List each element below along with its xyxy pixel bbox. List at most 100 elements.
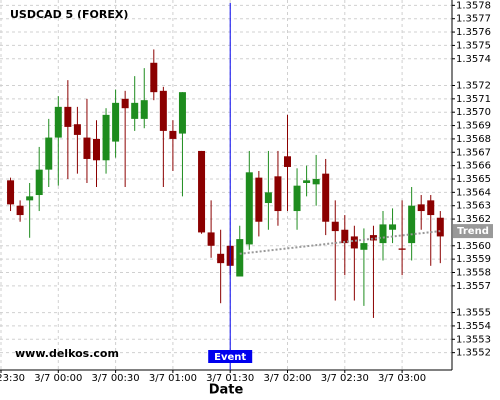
y-tick-label: 1.3552: [456, 348, 491, 359]
y-tick-label: 1.3577: [456, 14, 491, 25]
candle-body: [112, 102, 120, 142]
event-tag: [208, 350, 253, 363]
candle-body: [7, 180, 15, 205]
candle: [331, 200, 339, 301]
candle: [169, 120, 177, 171]
x-tick-label: 3/7 03:00: [378, 373, 426, 384]
candle-body: [274, 176, 282, 212]
candle: [293, 168, 301, 230]
y-tick-label: 1.3562: [456, 214, 491, 225]
y-tick-label: 1.3555: [456, 308, 491, 319]
candle: [83, 98, 91, 183]
y-tick-label: 1.3569: [456, 121, 491, 132]
candle: [408, 187, 416, 261]
y-tick-label: 1.3570: [456, 107, 491, 118]
trend-label: Trend: [457, 226, 489, 237]
candle: [322, 158, 330, 236]
y-tick-label: 1.3553: [456, 334, 491, 345]
y-tick-label: 1.3572: [456, 80, 491, 91]
candle-body: [140, 100, 148, 119]
candle: [16, 200, 24, 222]
candle-body: [293, 185, 301, 212]
candle-body: [102, 114, 110, 161]
candle: [207, 200, 215, 258]
candle: [341, 215, 349, 276]
candle: [255, 170, 263, 237]
candle-body: [331, 221, 339, 232]
y-tick-label: 1.3559: [456, 254, 491, 265]
candle-body: [398, 248, 406, 250]
candle: [284, 114, 291, 212]
candle-body: [207, 232, 215, 246]
y-tick-label: 1.3563: [456, 201, 491, 212]
candle-body: [35, 169, 43, 196]
y-tick-label: 1.3564: [456, 187, 491, 198]
candle-body: [236, 239, 244, 277]
y-tick-label: 1.3558: [456, 267, 491, 278]
candle: [45, 118, 53, 188]
candle-body: [121, 98, 129, 109]
trend-line: [239, 230, 441, 255]
candle: [121, 90, 129, 188]
candle: [436, 211, 444, 264]
candle-body: [150, 62, 158, 93]
candle: [26, 182, 34, 238]
candle-body: [45, 137, 53, 170]
candle-body: [245, 172, 253, 245]
x-tick-label: 3/7 23:30: [0, 373, 25, 384]
candle-body: [417, 204, 425, 212]
candle: [417, 195, 425, 230]
candle-body: [303, 180, 311, 183]
y-tick-label: 1.3565: [456, 174, 491, 185]
x-tick-label: 3/7 00:00: [34, 373, 82, 384]
y-tick-label: 1.3567: [456, 147, 491, 158]
candle-body: [408, 205, 416, 244]
candle: [274, 150, 282, 226]
candle-body: [169, 130, 177, 139]
candle-body: [389, 224, 397, 230]
y-tick-label: 1.3576: [456, 27, 491, 38]
candle: [93, 120, 100, 188]
candle-body: [379, 224, 387, 244]
candle-body: [93, 138, 100, 161]
candle: [264, 150, 272, 230]
candle: [64, 80, 72, 179]
candle: [398, 200, 406, 276]
candle-body: [16, 205, 24, 216]
candle: [7, 177, 15, 212]
candle-body: [350, 236, 358, 249]
candle-body: [436, 217, 444, 237]
candle-body: [369, 235, 377, 241]
candle-body: [264, 192, 272, 204]
candle: [379, 211, 387, 261]
candle-body: [312, 178, 320, 185]
candle-body: [26, 196, 34, 201]
y-tick-label: 1.3575: [456, 40, 491, 51]
candle: [427, 195, 435, 266]
candle-body: [54, 106, 62, 138]
candle-body: [284, 156, 291, 167]
candle: [140, 68, 148, 129]
candle-body: [83, 137, 91, 159]
event-label: Event: [214, 352, 246, 363]
candle: [178, 92, 186, 197]
candle: [389, 208, 397, 244]
candle-body: [73, 124, 81, 135]
y-tick-label: 1.3554: [456, 321, 491, 332]
y-tick-label: 1.3574: [456, 54, 491, 65]
trend-tag: [453, 224, 493, 239]
candle-body: [255, 177, 263, 222]
candle: [159, 86, 167, 188]
chart-title: USDCAD 5 (FOREX): [10, 8, 128, 21]
candle: [217, 229, 225, 304]
candle: [54, 96, 62, 186]
y-tick-label: 1.3566: [456, 161, 491, 172]
candle: [112, 89, 120, 158]
candle-body: [427, 200, 435, 216]
candle: [350, 225, 358, 301]
candle: [360, 228, 368, 306]
candle: [312, 154, 320, 206]
y-tick-label: 1.3560: [456, 241, 491, 252]
candle-body: [131, 102, 139, 119]
candle: [35, 146, 43, 212]
